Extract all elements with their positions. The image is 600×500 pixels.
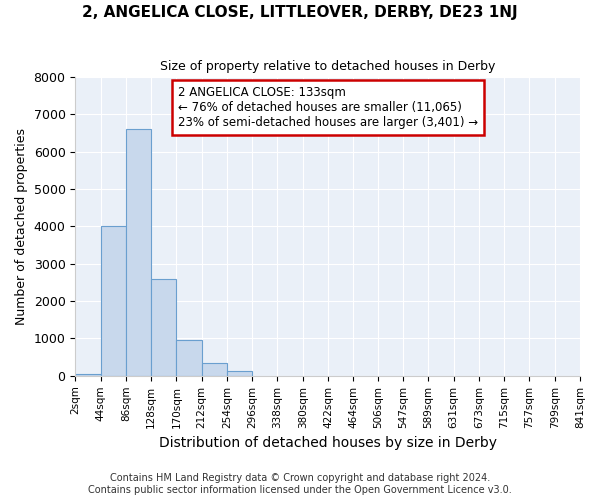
Title: Size of property relative to detached houses in Derby: Size of property relative to detached ho… <box>160 60 496 73</box>
Bar <box>75 374 101 376</box>
Bar <box>101 226 126 376</box>
Bar <box>151 278 176 376</box>
Text: 2 ANGELICA CLOSE: 133sqm
← 76% of detached houses are smaller (11,065)
23% of se: 2 ANGELICA CLOSE: 133sqm ← 76% of detach… <box>178 86 478 129</box>
Y-axis label: Number of detached properties: Number of detached properties <box>15 128 28 325</box>
X-axis label: Distribution of detached houses by size in Derby: Distribution of detached houses by size … <box>158 436 497 450</box>
Bar <box>126 129 151 376</box>
Bar <box>176 340 202 376</box>
Text: 2, ANGELICA CLOSE, LITTLEOVER, DERBY, DE23 1NJ: 2, ANGELICA CLOSE, LITTLEOVER, DERBY, DE… <box>82 5 518 20</box>
Bar <box>227 371 252 376</box>
Text: Contains HM Land Registry data © Crown copyright and database right 2024.
Contai: Contains HM Land Registry data © Crown c… <box>88 474 512 495</box>
Bar <box>202 364 227 376</box>
